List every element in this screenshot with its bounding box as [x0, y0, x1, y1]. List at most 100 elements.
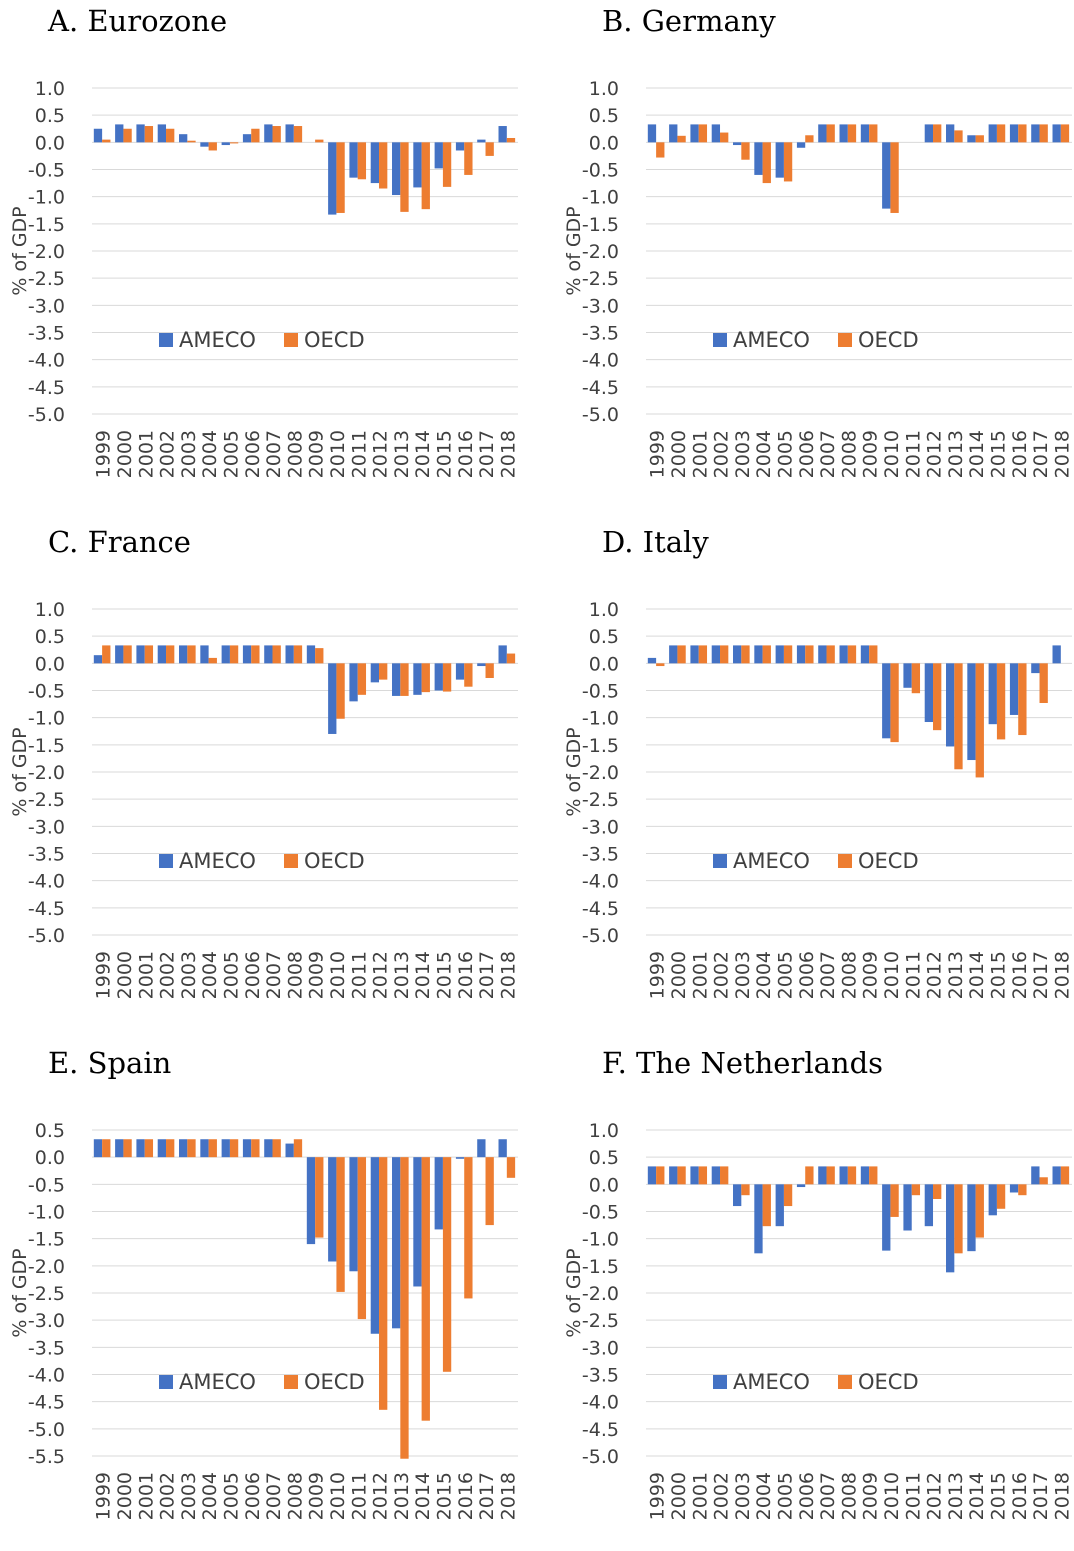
bar-oecd-2013	[954, 663, 963, 770]
x-tick-label: 1999	[93, 1472, 115, 1520]
bar-ameco-1999	[93, 655, 103, 664]
bar-oecd-2015	[996, 1184, 1006, 1209]
bar-ameco-2017	[477, 1139, 486, 1158]
x-tick-label: 2017	[1030, 1472, 1052, 1520]
x-tick-label: 2014	[966, 430, 988, 478]
y-tick-label: -2.0	[28, 1256, 65, 1278]
y-axis-label: % of GDP	[563, 727, 585, 816]
bar-oecd-2018	[1060, 124, 1070, 143]
legend-swatch-ameco	[713, 854, 727, 868]
bar-ameco-2006	[796, 142, 806, 148]
x-tick-label: 2017	[1030, 430, 1052, 478]
x-tick-label: 2018	[1051, 1472, 1073, 1520]
x-tick-label: 2016	[455, 951, 477, 999]
bar-oecd-2010	[336, 663, 345, 719]
bar-oecd-2000	[677, 645, 686, 664]
bar-ameco-2005	[775, 1184, 784, 1227]
legend-swatch-oecd	[284, 1375, 298, 1389]
y-tick-label: 1.0	[589, 599, 619, 621]
legend-label-oecd: OECD	[304, 328, 365, 352]
y-tick-label: -2.5	[582, 789, 619, 811]
bar-oecd-2005	[229, 645, 239, 664]
bar-ameco-2006	[242, 134, 252, 143]
bar-ameco-2015	[988, 124, 997, 143]
bar-oecd-2009	[315, 648, 324, 664]
y-tick-label: -4.5	[582, 898, 619, 920]
x-tick-label: 2015	[987, 951, 1009, 999]
x-tick-label: 2018	[497, 951, 519, 999]
bar-oecd-2002	[720, 1166, 729, 1185]
x-tick-label: 2009	[860, 1472, 882, 1520]
x-tick-label: 2010	[327, 951, 349, 999]
legend-swatch-ameco	[713, 1375, 727, 1389]
bar-oecd-2011	[911, 1184, 921, 1196]
bar-ameco-2000	[669, 1166, 678, 1185]
bar-oecd-2016	[464, 663, 473, 687]
x-tick-label: 2005	[220, 951, 242, 999]
legend-label-ameco: AMECO	[179, 328, 256, 352]
x-tick-label: 2018	[1051, 430, 1073, 478]
y-tick-label: 1.0	[589, 78, 619, 100]
x-tick-label: 2016	[455, 1472, 477, 1520]
bar-oecd-2003	[741, 1184, 750, 1196]
x-tick-label: 2004	[199, 1472, 221, 1520]
bar-oecd-2001	[698, 1166, 708, 1185]
y-tick-label: -4.0	[582, 350, 619, 372]
x-tick-label: 2003	[178, 951, 200, 999]
y-tick-label: -3.5	[28, 323, 65, 345]
bar-oecd-2003	[741, 645, 750, 664]
x-tick-label: 2000	[114, 430, 136, 478]
bar-ameco-2000	[115, 645, 124, 664]
chart-panel-spain: E. Spain 0.5 0.0 -0.5 -1.0 -1.5 -2.0 -2.5 -3.0 -…	[0, 1042, 537, 1551]
x-tick-label: 2006	[796, 951, 818, 999]
bar-oecd-2014	[421, 663, 430, 693]
x-tick-label: 2011	[348, 1472, 370, 1520]
y-tick-label: -3.5	[582, 844, 619, 866]
y-tick-label: -3.0	[582, 295, 619, 317]
bar-oecd-2004	[762, 645, 771, 664]
bar-oecd-2016	[1018, 124, 1027, 143]
y-tick-label: 1.0	[35, 78, 65, 100]
x-tick-label: 2000	[668, 1472, 690, 1520]
bar-ameco-2018	[1052, 645, 1061, 664]
x-tick-label: 2009	[860, 430, 882, 478]
legend-swatch-ameco	[713, 333, 727, 347]
x-tick-label: 2014	[412, 430, 434, 478]
bar-ameco-2015	[988, 663, 997, 725]
y-tick-label: -4.0	[28, 350, 65, 372]
x-tick-label: 2008	[284, 951, 306, 999]
bar-ameco-2017	[1031, 663, 1040, 674]
bar-oecd-2004	[208, 142, 217, 151]
bar-oecd-2006	[251, 1139, 260, 1158]
bar-ameco-2002	[711, 1166, 721, 1185]
y-tick-label: -4.5	[582, 377, 619, 399]
bar-oecd-2009	[315, 1157, 324, 1238]
legend-label-ameco: AMECO	[733, 328, 810, 352]
x-tick-label: 1999	[647, 951, 669, 999]
bar-oecd-2013	[400, 142, 409, 212]
legend-swatch-ameco	[159, 854, 173, 868]
x-tick-label: 2004	[753, 951, 775, 999]
bar-oecd-2016	[1018, 1184, 1027, 1196]
x-tick-label: 2003	[178, 1472, 200, 1520]
y-tick-label: 0.0	[589, 132, 619, 154]
y-tick-label: -2.0	[582, 762, 619, 784]
bar-oecd-2014	[975, 135, 984, 143]
bar-oecd-1999	[102, 1139, 111, 1158]
x-tick-label: 2000	[114, 1472, 136, 1520]
bar-oecd-2005	[783, 1184, 793, 1207]
x-tick-label: 1999	[647, 1472, 669, 1520]
x-tick-label: 2002	[711, 951, 733, 999]
x-tick-label: 2014	[412, 1472, 434, 1520]
bar-ameco-2015	[434, 663, 443, 691]
bar-oecd-2001	[144, 645, 154, 664]
bar-ameco-2011	[903, 1184, 912, 1231]
chart-panel-netherlands: F. The Netherlands 1.0 0.5 0.0 -0.5 -1.0 -1.5…	[554, 1042, 1074, 1551]
y-axis-label: % of GDP	[563, 1248, 585, 1337]
bar-ameco-2017	[477, 139, 486, 143]
bar-ameco-2002	[711, 645, 721, 664]
y-tick-label: -3.0	[582, 1337, 619, 1359]
bar-oecd-2009	[869, 124, 878, 143]
bar-oecd-2017	[1039, 1177, 1048, 1185]
bar-oecd-2012	[379, 663, 388, 680]
